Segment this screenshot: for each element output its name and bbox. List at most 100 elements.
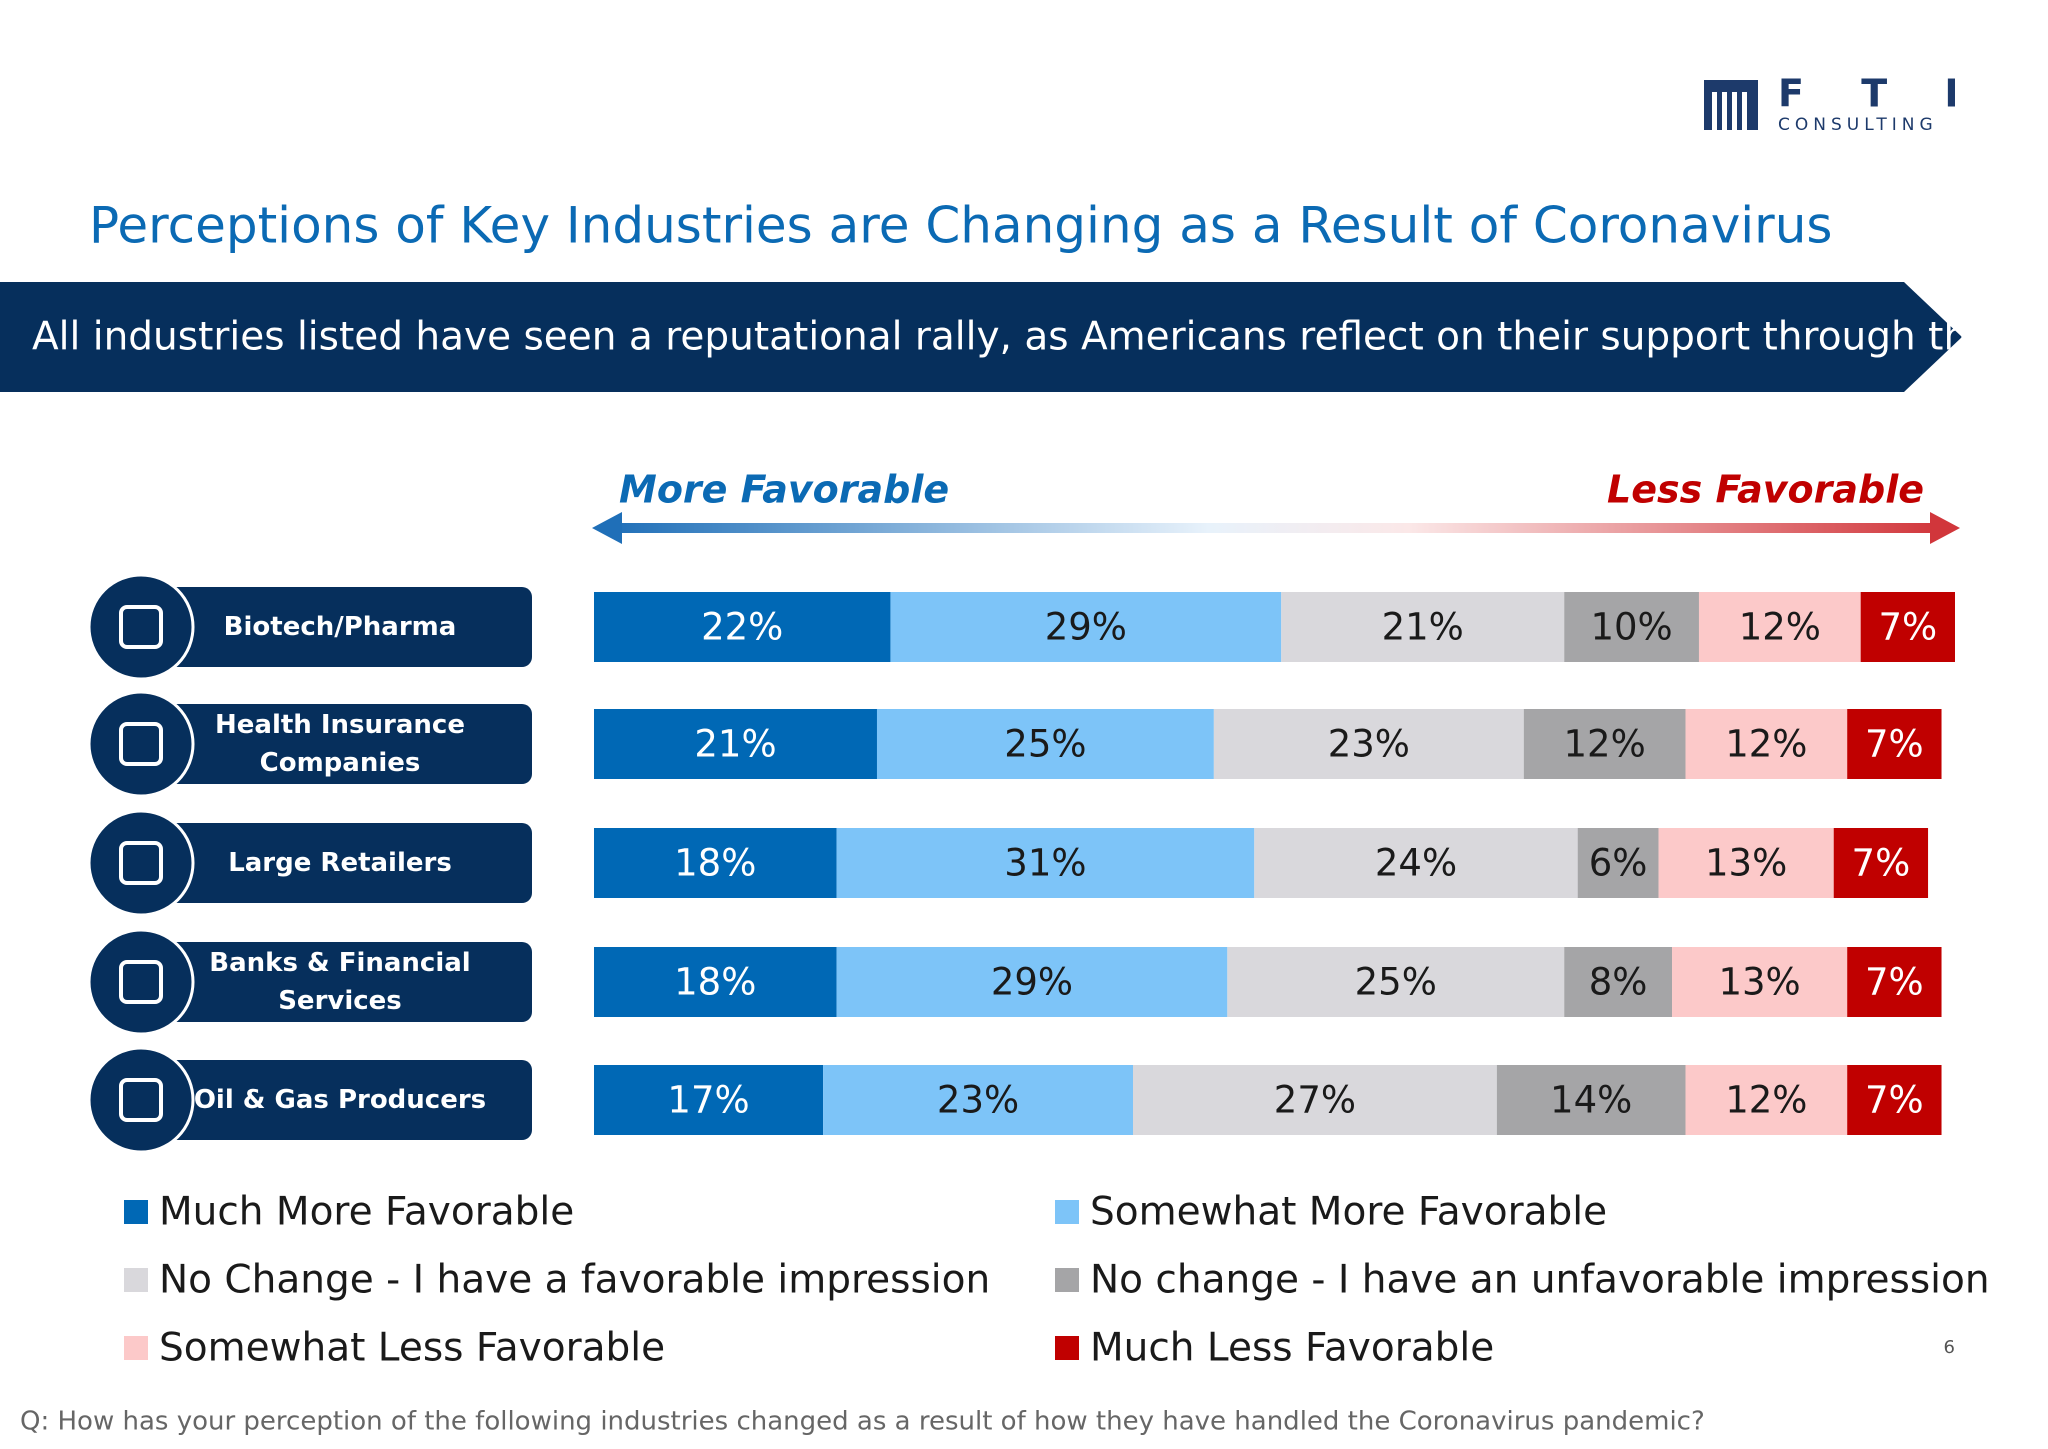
bar-segment	[1658, 828, 1834, 898]
value-label: 12%	[1725, 1079, 1807, 1122]
annotation-right: Less Favorable	[1607, 468, 1924, 512]
value-label: 25%	[1004, 723, 1086, 766]
legend-swatch	[1055, 1268, 1079, 1292]
category-icon	[87, 573, 195, 681]
category-label: Large Retailers	[228, 848, 452, 878]
value-label: 27%	[1274, 1079, 1356, 1122]
value-label: 7%	[1878, 606, 1937, 649]
arrow-head	[1930, 512, 1960, 544]
bar-segment	[1133, 1065, 1497, 1135]
bar-segment	[594, 709, 877, 779]
bar-segment	[1496, 1065, 1686, 1135]
value-label: 18%	[674, 842, 756, 885]
bar-segment	[890, 592, 1282, 662]
value-label: 7%	[1852, 842, 1911, 885]
legend-label: Somewhat Less Favorable	[159, 1326, 665, 1371]
icon-glyph	[119, 960, 163, 1004]
bar-segment	[594, 1065, 824, 1135]
bar-segment	[1860, 592, 1955, 662]
value-label: 7%	[1865, 723, 1924, 766]
value-label: 17%	[667, 1079, 749, 1122]
logo-tagline: CONSULTING	[1778, 115, 1938, 135]
category-icon	[87, 1046, 195, 1154]
category-icon	[87, 690, 195, 798]
bar-segment	[1685, 1065, 1848, 1135]
value-label: 31%	[1004, 842, 1086, 885]
bar-segment	[1847, 947, 1942, 1017]
icon-glyph	[119, 605, 163, 649]
category-label: Banks & Financial Services	[209, 948, 471, 1016]
value-label: 7%	[1865, 961, 1924, 1004]
value-label: 12%	[1739, 606, 1821, 649]
icon-glyph	[119, 841, 163, 885]
bar-segment	[823, 1065, 1134, 1135]
value-label: 25%	[1355, 961, 1437, 1004]
legend-label: Much More Favorable	[159, 1190, 574, 1235]
bar-segment	[594, 592, 891, 662]
value-label: 29%	[991, 961, 1073, 1004]
category-icon	[87, 928, 195, 1036]
bar-segment	[876, 709, 1214, 779]
chart-title: Perceptions of Key Industries are Changi…	[89, 197, 1832, 255]
bar-segment	[594, 947, 837, 1017]
logo: F T I CONSULTING	[1704, 72, 1980, 135]
value-label: 24%	[1375, 842, 1457, 885]
legend-swatch	[124, 1268, 148, 1292]
value-label: 7%	[1865, 1079, 1924, 1122]
bar-segment	[1577, 828, 1659, 898]
bar-segment	[1672, 947, 1848, 1017]
page-number: 6	[1944, 1337, 1955, 1358]
chart-subtitle: All industries listed have seen a reputa…	[32, 315, 2048, 360]
bar-segment	[1847, 1065, 1942, 1135]
category-label: Biotech/Pharma	[223, 612, 457, 642]
bar-segment	[1227, 947, 1565, 1017]
annotation-left: More Favorable	[619, 468, 949, 512]
bar-segment	[1564, 592, 1699, 662]
icon-glyph	[119, 1078, 163, 1122]
legend-label: No Change - I have a favorable impressio…	[159, 1258, 990, 1303]
value-label: 13%	[1705, 842, 1787, 885]
bar-segment	[836, 947, 1228, 1017]
value-label: 23%	[937, 1079, 1019, 1122]
value-label: 14%	[1550, 1079, 1632, 1122]
bar-segment	[1564, 947, 1673, 1017]
category-pill	[150, 704, 532, 784]
category-pill	[150, 942, 532, 1022]
direction-arrow	[610, 523, 1940, 533]
value-label: 8%	[1589, 961, 1648, 1004]
icon-glyph	[119, 722, 163, 766]
legend-swatch	[124, 1200, 148, 1224]
logo-name: F T I	[1778, 72, 1980, 116]
legend-swatch	[1055, 1336, 1079, 1360]
bar-segment	[1254, 828, 1578, 898]
value-label: 12%	[1564, 723, 1646, 766]
legend-label: No change - I have an unfavorable impres…	[1090, 1258, 1990, 1303]
arrow-head	[592, 512, 622, 544]
value-label: 29%	[1045, 606, 1127, 649]
legend-label: Somewhat More Favorable	[1090, 1190, 1607, 1235]
bar-segment	[1685, 709, 1848, 779]
category-icon	[87, 809, 195, 917]
value-label: 13%	[1718, 961, 1800, 1004]
value-label: 22%	[701, 606, 783, 649]
banner	[0, 282, 1962, 392]
bar-segment	[1847, 709, 1942, 779]
bar-segment	[836, 828, 1255, 898]
category-pill	[150, 1060, 532, 1140]
value-label: 10%	[1590, 606, 1672, 649]
value-label: 23%	[1328, 723, 1410, 766]
category-label: Oil & Gas Producers	[193, 1085, 487, 1115]
bar-segment	[1213, 709, 1524, 779]
legend-swatch	[1055, 1200, 1079, 1224]
bar-segment	[1833, 828, 1929, 898]
bar-segment	[594, 828, 837, 898]
bar-segment	[1281, 592, 1565, 662]
value-label: 21%	[694, 723, 776, 766]
category-pill	[150, 823, 532, 903]
legend-swatch	[124, 1336, 148, 1360]
bar-segment	[1698, 592, 1861, 662]
footnote: Q: How has your perception of the follow…	[20, 1407, 1705, 1437]
legend-label: Much Less Favorable	[1090, 1326, 1494, 1371]
